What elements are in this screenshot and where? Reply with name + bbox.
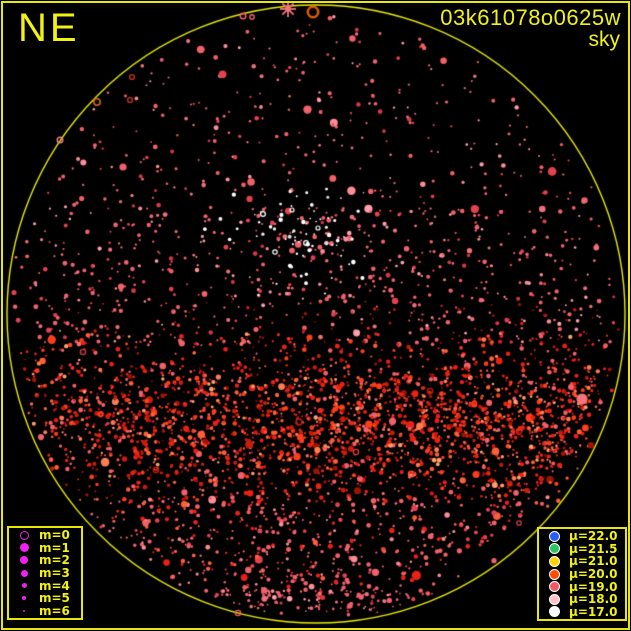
- magnitude-legend-row: m=6: [9, 604, 81, 617]
- field-title: 03k61078o0625w: [440, 5, 621, 30]
- filled-circle-marker-icon: [22, 596, 26, 601]
- magnitude-legend-label: m=1: [39, 540, 70, 555]
- magnitude-legend-label: m=4: [39, 578, 70, 593]
- mu-legend-row: μ=21.0: [539, 555, 625, 568]
- magnitude-legend-row: m=5: [9, 592, 81, 605]
- mu-legend: μ=22.0 μ=21.5 μ=21.0 μ=20.0 μ=19.0 μ=18.0 μ=17…: [537, 527, 627, 621]
- magnitude-legend-label: m=5: [39, 591, 70, 606]
- mu-legend-label: μ=20.0: [569, 567, 618, 582]
- mu-legend-label: μ=18.0: [569, 592, 618, 607]
- magnitude-legend-row: m=2: [9, 554, 81, 567]
- magnitude-legend-label: m=3: [39, 566, 70, 581]
- mu-legend-marker-cell: [539, 543, 569, 555]
- filled-circle-marker-icon: [20, 569, 28, 577]
- magnitude-legend-marker-cell: [9, 543, 39, 553]
- mu-color-marker-icon: [548, 606, 560, 618]
- mu-color-marker-icon: [548, 593, 560, 605]
- mu-color-marker-icon: [548, 581, 560, 593]
- mu-color-marker-icon: [548, 543, 560, 555]
- mu-color-marker-icon: [548, 555, 560, 567]
- mu-legend-marker-cell: [539, 568, 569, 580]
- mu-legend-row: μ=18.0: [539, 593, 625, 606]
- magnitude-legend-label: m=2: [39, 553, 70, 568]
- mu-color-marker-icon: [548, 530, 560, 542]
- magnitude-legend-row: m=4: [9, 579, 81, 592]
- magnitude-legend-row: m=3: [9, 567, 81, 580]
- mu-legend-label: μ=22.0: [569, 529, 618, 544]
- mu-legend-label: μ=21.5: [569, 541, 618, 556]
- mu-legend-label: μ=21.0: [569, 554, 618, 569]
- magnitude-legend-marker-cell: [9, 609, 39, 612]
- magnitude-legend-marker-cell: [9, 583, 39, 589]
- magnitude-legend-row: m=0: [9, 529, 81, 542]
- mu-legend-label: μ=17.0: [569, 604, 618, 619]
- filled-circle-marker-icon: [21, 583, 27, 589]
- mu-legend-row: μ=22.0: [539, 530, 625, 543]
- mu-legend-row: μ=20.0: [539, 568, 625, 581]
- mu-color-marker-icon: [548, 568, 560, 580]
- filled-circle-marker-icon: [19, 543, 29, 553]
- mu-legend-row: μ=21.5: [539, 543, 625, 556]
- mu-legend-marker-cell: [539, 593, 569, 605]
- mu-legend-marker-cell: [539, 530, 569, 542]
- magnitude-legend-row: m=1: [9, 542, 81, 555]
- magnitude-legend-label: m=0: [39, 528, 70, 543]
- mu-legend-label: μ=19.0: [569, 579, 618, 594]
- magnitude-legend-label: m=6: [39, 603, 70, 618]
- mu-legend-marker-cell: [539, 606, 569, 618]
- filled-circle-marker-icon: [20, 556, 28, 565]
- mu-legend-row: μ=17.0: [539, 605, 625, 618]
- mu-legend-row: μ=19.0: [539, 580, 625, 593]
- magnitude-legend-marker-cell: [9, 569, 39, 577]
- mu-legend-marker-cell: [539, 555, 569, 567]
- ne-orientation-label: NE: [18, 6, 80, 50]
- open-circle-marker-icon: [19, 530, 29, 540]
- magnitude-legend-marker-cell: [9, 596, 39, 601]
- field-subtitle: sky: [588, 28, 621, 51]
- filled-circle-marker-icon: [23, 609, 25, 612]
- magnitude-legend-marker-cell: [9, 556, 39, 565]
- magnitude-legend-marker-cell: [9, 530, 39, 540]
- magnitude-legend: m=0 m=1 m=2 m=3 m=4 m=5 m=6: [7, 526, 83, 620]
- mu-legend-marker-cell: [539, 581, 569, 593]
